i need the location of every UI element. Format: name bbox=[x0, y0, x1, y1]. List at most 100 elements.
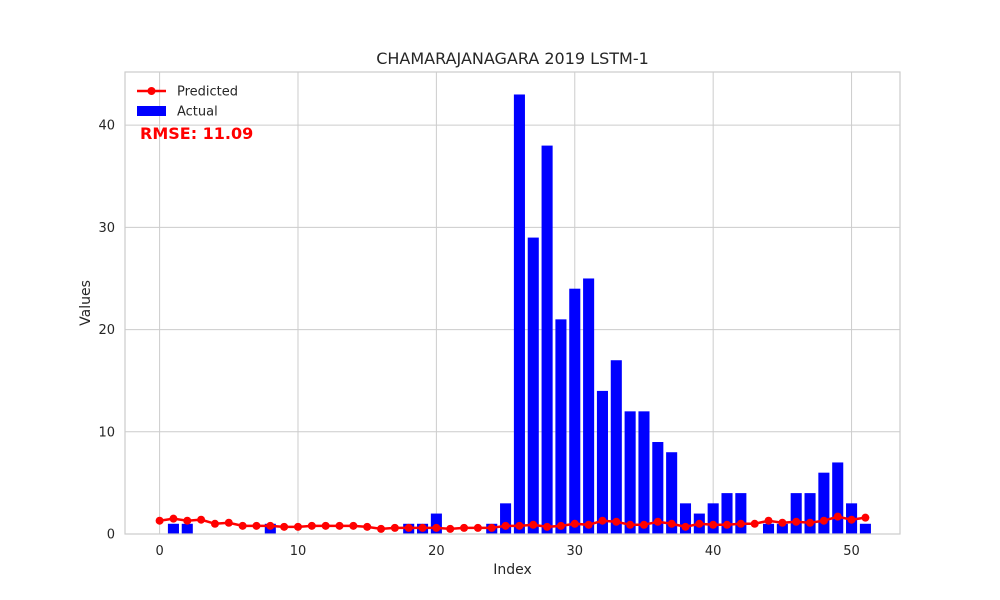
actual-bar bbox=[762, 523, 775, 534]
actual-bar bbox=[721, 493, 733, 534]
predicted-point bbox=[432, 523, 441, 532]
x-tick-label: 10 bbox=[290, 544, 307, 559]
legend-actual-swatch bbox=[137, 106, 166, 116]
predicted-point bbox=[349, 521, 358, 530]
predicted-point bbox=[501, 521, 510, 530]
predicted-point bbox=[819, 516, 828, 525]
predicted-point bbox=[695, 519, 704, 528]
predicted-point bbox=[321, 521, 330, 530]
predicted-point bbox=[861, 513, 870, 522]
legend-predicted-marker bbox=[147, 87, 156, 95]
actual-bar bbox=[832, 462, 844, 534]
plot-area bbox=[125, 72, 900, 534]
predicted-point bbox=[473, 523, 482, 532]
y-tick-label: 30 bbox=[98, 221, 115, 236]
actual-bar bbox=[859, 523, 871, 534]
y-tick-label: 40 bbox=[98, 119, 115, 134]
predicted-point bbox=[460, 523, 469, 532]
predicted-point bbox=[598, 516, 607, 525]
predicted-point bbox=[487, 523, 496, 532]
actual-bar bbox=[583, 278, 595, 534]
predicted-point bbox=[750, 519, 759, 528]
tick-labels: 0 10 20 30 40 50 0 10 20 30 40 bbox=[98, 119, 859, 559]
rmse-annotation: RMSE: 11.09 bbox=[140, 124, 253, 143]
predicted-point bbox=[197, 515, 206, 524]
predicted-point bbox=[155, 516, 164, 525]
predicted-point bbox=[792, 517, 801, 526]
x-tick-label: 0 bbox=[155, 544, 163, 559]
actual-bar bbox=[707, 503, 719, 534]
predicted-point bbox=[252, 521, 261, 530]
predicted-point bbox=[667, 519, 676, 528]
y-tick-label: 20 bbox=[98, 323, 115, 338]
predicted-point bbox=[169, 514, 178, 523]
predicted-point bbox=[377, 524, 386, 533]
actual-bar bbox=[513, 94, 525, 534]
predicted-point bbox=[418, 523, 427, 532]
predicted-point bbox=[612, 517, 621, 526]
predicted-point bbox=[404, 523, 413, 532]
predicted-point bbox=[681, 522, 690, 531]
plot-frame bbox=[124, 71, 901, 535]
actual-bar bbox=[818, 472, 830, 534]
x-tick-label: 20 bbox=[428, 544, 445, 559]
actual-bar bbox=[555, 319, 567, 534]
predicted-point bbox=[736, 519, 745, 528]
actual-bar bbox=[430, 513, 442, 534]
predicted-point bbox=[626, 520, 635, 529]
predicted-point bbox=[293, 522, 302, 531]
x-tick-label: 40 bbox=[705, 544, 722, 559]
y-tick-label: 10 bbox=[98, 425, 115, 440]
predicted-point bbox=[210, 519, 219, 528]
predicted-point bbox=[238, 521, 247, 530]
predicted-point bbox=[280, 522, 289, 531]
predicted-point bbox=[266, 521, 275, 530]
x-tick-label: 30 bbox=[567, 544, 584, 559]
predicted-series-line bbox=[159, 515, 866, 531]
actual-bar bbox=[610, 360, 622, 534]
actual-bar bbox=[776, 523, 788, 534]
predicted-point bbox=[584, 520, 593, 529]
predicted-point bbox=[515, 521, 524, 530]
legend-predicted-label: Predicted bbox=[177, 85, 238, 100]
actual-bar bbox=[167, 523, 179, 534]
actual-bar bbox=[804, 493, 816, 534]
y-tick-label: 0 bbox=[107, 528, 115, 543]
actual-bar bbox=[541, 145, 553, 534]
actual-bar bbox=[652, 442, 664, 534]
predicted-point bbox=[833, 512, 842, 521]
predicted-point bbox=[570, 519, 579, 528]
predicted-point bbox=[709, 520, 718, 529]
chart-title: CHAMARAJANAGARA 2019 LSTM-1 bbox=[376, 49, 649, 68]
predicted-point bbox=[847, 515, 856, 524]
actual-bar bbox=[790, 493, 802, 534]
actual-bar bbox=[527, 237, 539, 534]
predicted-point bbox=[363, 522, 372, 531]
predicted-point bbox=[723, 520, 732, 529]
x-axis-label: Index bbox=[493, 562, 532, 578]
actual-bars bbox=[167, 94, 871, 534]
actual-bar bbox=[596, 390, 608, 534]
actual-bar bbox=[624, 411, 636, 534]
actual-bar bbox=[679, 503, 692, 534]
predicted-point bbox=[307, 521, 316, 530]
actual-bar bbox=[569, 288, 581, 534]
y-axis-label: Values bbox=[78, 280, 94, 326]
legend-actual-label: Actual bbox=[177, 105, 218, 120]
predicted-point bbox=[556, 521, 565, 530]
predicted-point bbox=[764, 516, 773, 525]
predicted-point bbox=[639, 520, 648, 529]
predicted-point bbox=[806, 518, 815, 527]
legend: Predicted Actual bbox=[137, 85, 238, 120]
actual-bar bbox=[500, 503, 512, 534]
predicted-point bbox=[335, 521, 344, 530]
predicted-point bbox=[529, 520, 538, 529]
predicted-point bbox=[446, 524, 455, 533]
x-tick-label: 50 bbox=[843, 544, 860, 559]
predicted-point bbox=[224, 518, 233, 527]
actual-bar bbox=[638, 411, 650, 534]
predicted-point bbox=[778, 518, 787, 527]
actual-bar bbox=[735, 493, 747, 534]
predicted-point bbox=[653, 517, 662, 526]
